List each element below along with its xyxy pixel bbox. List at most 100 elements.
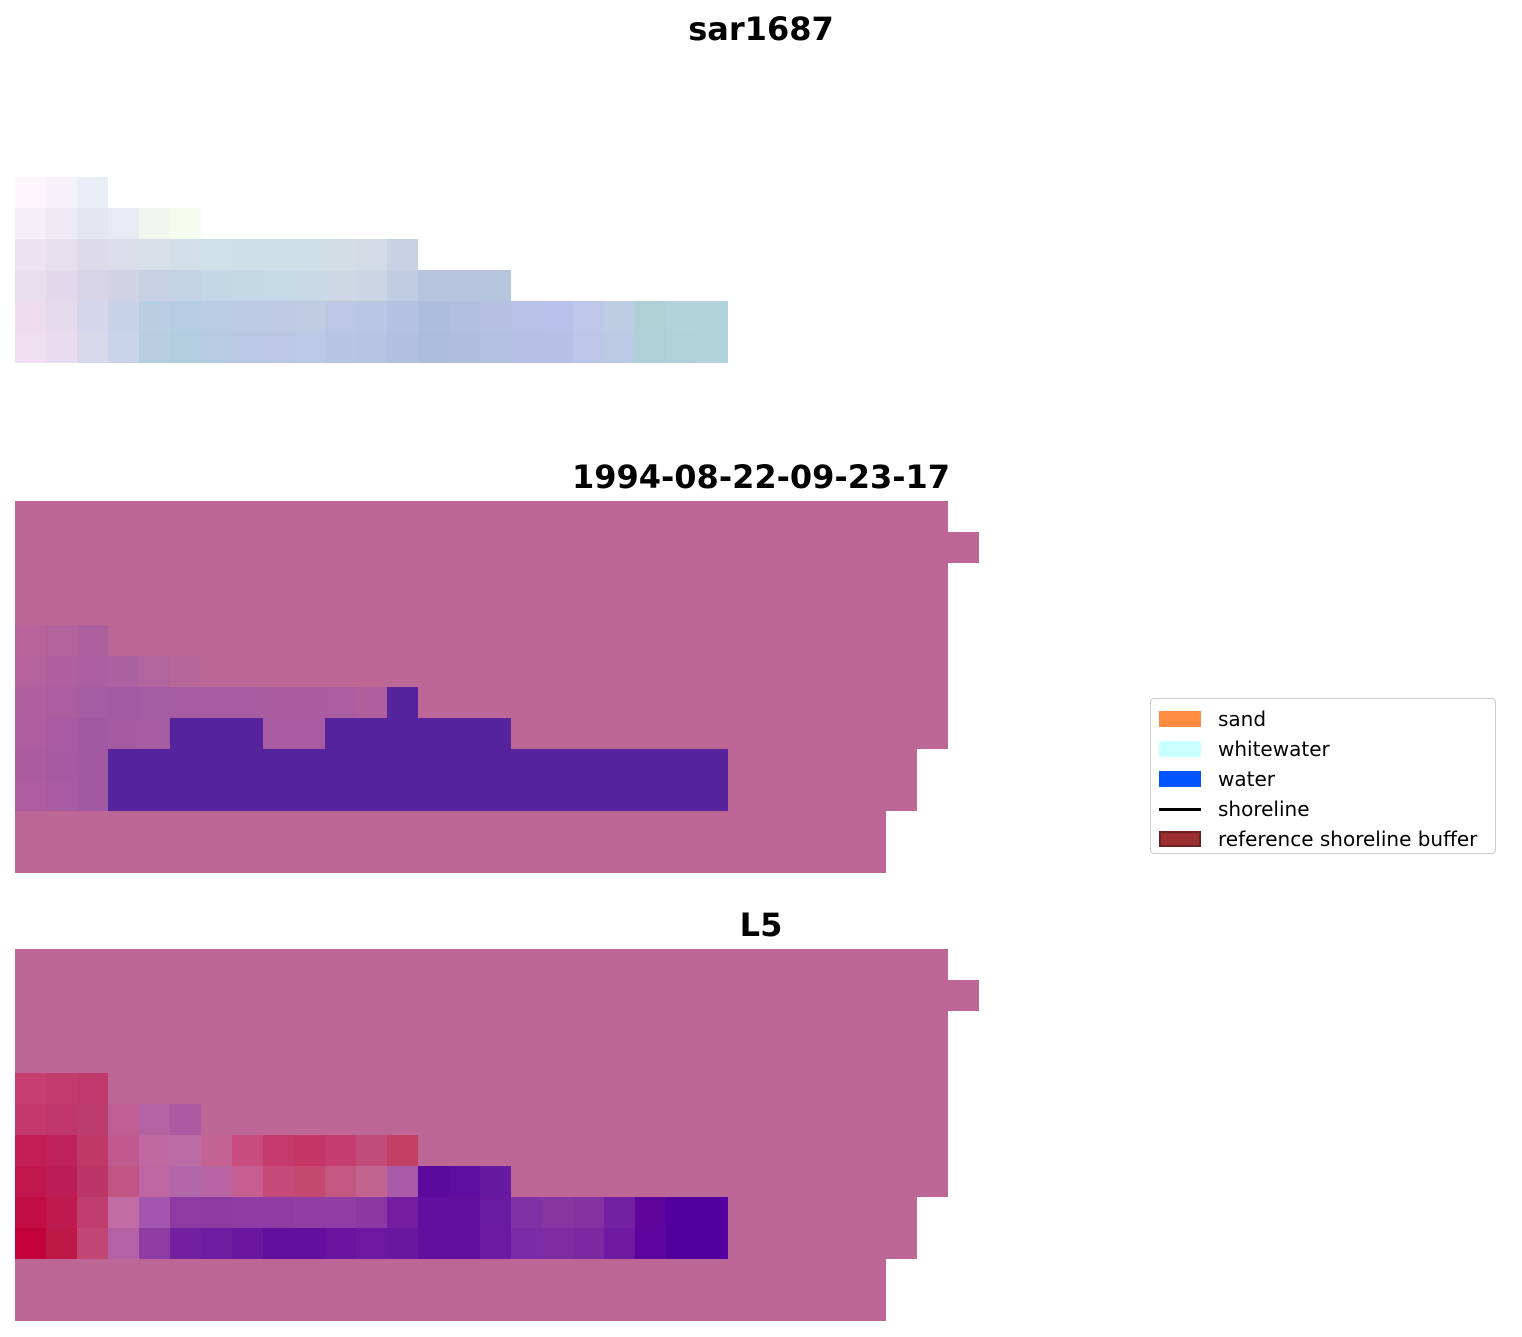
sar-pixel xyxy=(573,301,604,332)
sar-pixel xyxy=(294,270,325,301)
sar-pixel xyxy=(46,177,77,208)
classified-pixel xyxy=(77,625,108,656)
satellite-image-panel xyxy=(15,949,979,1321)
sar-pixel xyxy=(263,270,294,301)
sar-pixel xyxy=(108,208,139,239)
classified-pixel xyxy=(170,656,201,687)
sar-pixel xyxy=(15,177,46,208)
satellite-pixel xyxy=(15,1197,46,1228)
sar-pixel xyxy=(139,301,170,332)
classified-pixel xyxy=(46,718,77,749)
sar-pixel xyxy=(201,301,232,332)
sar-pixel xyxy=(418,301,449,332)
classified-pixel xyxy=(697,780,728,811)
satellite-pixel xyxy=(294,1197,325,1228)
classified-pixel xyxy=(263,687,294,718)
satellite-pixel xyxy=(77,1197,108,1228)
classified-pixel xyxy=(356,687,387,718)
legend-label: reference shoreline buffer xyxy=(1218,827,1478,851)
satellite-pixel xyxy=(201,1197,232,1228)
classified-pixel xyxy=(604,780,635,811)
classified-pixel xyxy=(480,749,511,780)
sar-pixel xyxy=(635,301,666,332)
classified-pixel xyxy=(356,749,387,780)
sar-pixel xyxy=(232,301,263,332)
legend: sand whitewater water shoreline referenc… xyxy=(1150,698,1496,854)
satellite-pixel xyxy=(232,1135,263,1166)
classified-pixel xyxy=(635,749,666,780)
satellite-pixel xyxy=(418,1166,449,1197)
satellite-pixel xyxy=(294,1228,325,1259)
classified-pixel xyxy=(511,780,542,811)
satellite-pixel xyxy=(418,1197,449,1228)
classified-pixel xyxy=(232,687,263,718)
satellite-pixel xyxy=(480,1166,511,1197)
whitewater-swatch xyxy=(1159,741,1201,757)
satellite-pixel xyxy=(542,1197,573,1228)
satellite-pixel xyxy=(170,1166,201,1197)
classified-pixel xyxy=(232,749,263,780)
classified-pixel xyxy=(356,718,387,749)
sar-pixel xyxy=(325,301,356,332)
satellite-pixel xyxy=(511,1228,542,1259)
sar-pixel xyxy=(263,332,294,363)
classified-pixel xyxy=(387,718,418,749)
satellite-pixel xyxy=(139,1135,170,1166)
sar-pixel xyxy=(604,332,635,363)
classified-image-panel xyxy=(15,501,979,873)
satellite-pixel xyxy=(170,1228,201,1259)
satellite-pixel xyxy=(77,1104,108,1135)
satellite-pixel xyxy=(46,1197,77,1228)
classified-pixel xyxy=(77,718,108,749)
reference-buffer-area xyxy=(15,1259,886,1321)
sar-pixel xyxy=(449,301,480,332)
sar-pixel xyxy=(139,270,170,301)
sar-pixel xyxy=(697,332,728,363)
satellite-pixel xyxy=(108,1104,139,1135)
classified-pixel xyxy=(573,780,604,811)
sar-pixel xyxy=(356,332,387,363)
panel-title-sar: sar1687 xyxy=(688,10,834,48)
classified-pixel xyxy=(418,718,449,749)
sar-pixel xyxy=(387,301,418,332)
satellite-pixel xyxy=(480,1197,511,1228)
sar-pixel xyxy=(139,239,170,270)
sar-pixel xyxy=(325,270,356,301)
classified-pixel xyxy=(387,749,418,780)
satellite-pixel xyxy=(325,1228,356,1259)
sar-pixel xyxy=(263,301,294,332)
classified-pixel xyxy=(294,687,325,718)
classified-pixel xyxy=(108,749,139,780)
classified-pixel xyxy=(449,780,480,811)
satellite-pixel xyxy=(263,1166,294,1197)
satellite-pixel xyxy=(666,1228,697,1259)
sand-swatch xyxy=(1159,711,1201,727)
classified-pixel xyxy=(139,656,170,687)
satellite-pixel xyxy=(108,1197,139,1228)
satellite-pixel xyxy=(77,1135,108,1166)
satellite-pixel xyxy=(77,1228,108,1259)
classified-pixel xyxy=(15,718,46,749)
sar-pixel xyxy=(139,208,170,239)
classified-pixel xyxy=(325,780,356,811)
satellite-pixel xyxy=(666,1197,697,1228)
sar-pixel xyxy=(356,301,387,332)
classified-pixel xyxy=(46,687,77,718)
sar-pixel xyxy=(232,332,263,363)
satellite-pixel xyxy=(201,1166,232,1197)
sar-pixel xyxy=(139,332,170,363)
classified-pixel xyxy=(232,718,263,749)
legend-item-whitewater: whitewater xyxy=(1159,734,1495,764)
classified-pixel xyxy=(480,718,511,749)
classified-pixel xyxy=(294,749,325,780)
sar-pixel xyxy=(232,239,263,270)
sar-pixel xyxy=(418,332,449,363)
shoreline-line-swatch xyxy=(1159,807,1201,811)
classified-pixel xyxy=(46,656,77,687)
sar-pixel xyxy=(232,270,263,301)
satellite-pixel xyxy=(108,1228,139,1259)
legend-item-water: water xyxy=(1159,764,1495,794)
satellite-pixel xyxy=(263,1197,294,1228)
sar-pixel xyxy=(77,301,108,332)
classified-pixel xyxy=(480,780,511,811)
